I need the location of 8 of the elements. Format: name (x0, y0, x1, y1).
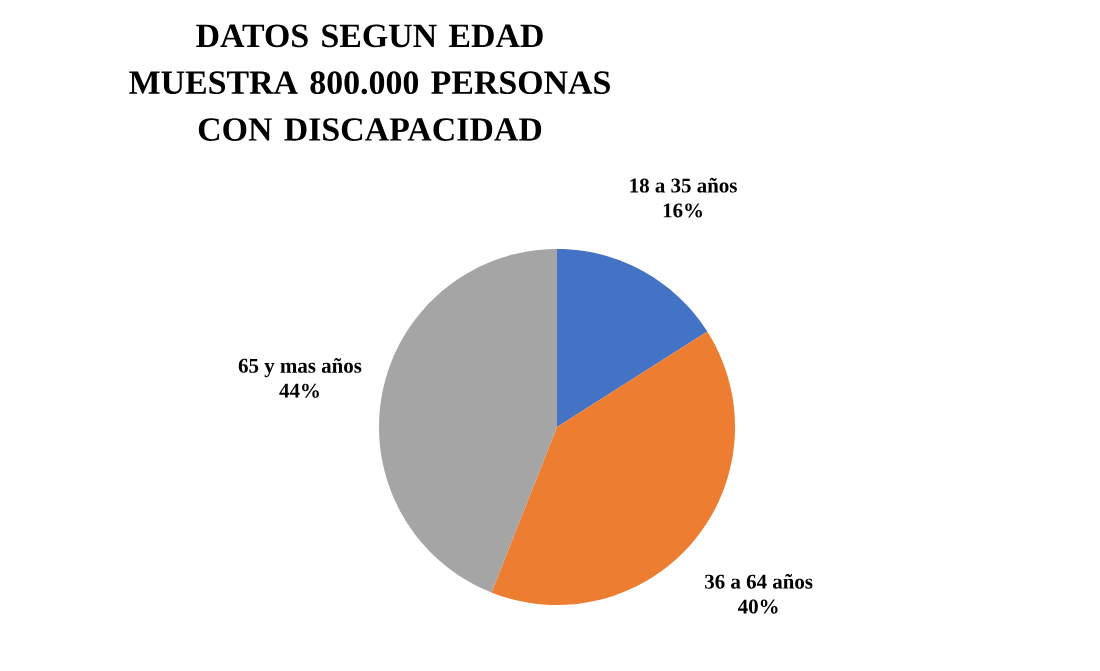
chart-title: DATOS SEGUN EDAD (196, 24, 543, 48)
data-label: 16% (663, 203, 703, 218)
data-label: 40% (737, 599, 778, 614)
slice-label: 65 y mas años (238, 358, 362, 378)
slice-label: 18 a 35 años (630, 177, 737, 193)
chart-subtitle: MUESTRA 800.000 PERSONAS CON DISCAPACIDAD (129, 71, 610, 141)
slice-label: 36 a 64 años (705, 573, 813, 589)
data-label: 44% (279, 383, 319, 398)
